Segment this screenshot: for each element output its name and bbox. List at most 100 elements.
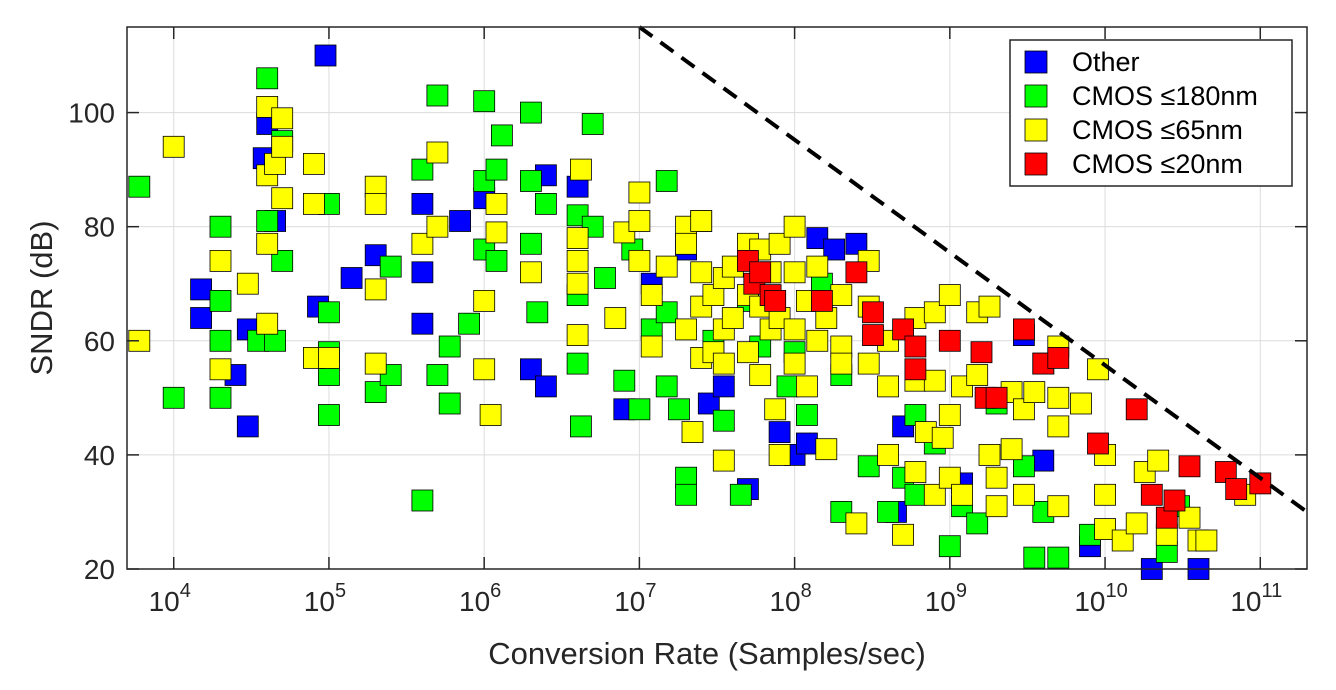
data-point xyxy=(426,364,449,386)
data-point xyxy=(520,232,542,255)
data-point xyxy=(190,278,213,301)
data-point xyxy=(845,232,868,255)
data-point xyxy=(411,232,434,255)
y-tick-label: 80 xyxy=(84,212,115,243)
legend-swatch xyxy=(1024,118,1048,142)
data-point xyxy=(1178,506,1201,529)
data-point xyxy=(485,249,508,272)
legend: Other CMOS ≤180nm CMOS ≤65nm CMOS ≤20nm xyxy=(1009,39,1293,187)
data-point xyxy=(1023,546,1046,569)
data-point xyxy=(640,335,663,358)
data-point xyxy=(697,392,720,415)
data-point xyxy=(712,409,735,432)
data-point xyxy=(655,375,678,398)
data-point xyxy=(613,369,636,392)
x-tick-label: 1011 xyxy=(1230,580,1282,617)
data-point xyxy=(566,352,589,375)
data-point xyxy=(1087,432,1109,455)
data-point xyxy=(520,261,542,284)
data-point xyxy=(931,426,954,449)
data-point xyxy=(970,341,993,364)
legend-label: Other xyxy=(1072,47,1140,77)
data-point xyxy=(1225,478,1248,501)
data-point xyxy=(364,278,387,301)
data-point xyxy=(209,289,232,312)
data-point xyxy=(923,483,946,506)
data-point xyxy=(966,364,989,386)
data-point xyxy=(628,249,651,272)
data-point xyxy=(806,227,829,250)
data-point xyxy=(256,67,279,90)
data-point xyxy=(1047,495,1070,518)
data-point xyxy=(209,249,232,272)
data-point xyxy=(806,329,829,352)
data-point xyxy=(796,404,818,426)
data-point xyxy=(581,113,604,135)
data-point xyxy=(364,192,387,215)
data-point xyxy=(768,232,791,255)
data-point xyxy=(317,404,340,426)
data-point xyxy=(1047,415,1070,438)
data-point xyxy=(566,272,589,295)
y-tick-label: 20 xyxy=(84,554,115,585)
data-point xyxy=(892,523,914,546)
data-point xyxy=(162,135,185,158)
data-point xyxy=(271,135,294,158)
data-point xyxy=(681,421,704,444)
data-point xyxy=(364,381,387,404)
data-point xyxy=(655,255,678,278)
data-point xyxy=(473,90,496,113)
data-point xyxy=(162,386,185,409)
data-point xyxy=(1013,483,1035,506)
legend-box xyxy=(1009,39,1293,187)
data-point xyxy=(570,415,592,438)
data-point xyxy=(438,335,461,358)
data-point xyxy=(1013,455,1035,478)
x-tick-label: 108 xyxy=(769,580,811,617)
x-tick-label: 105 xyxy=(304,580,346,617)
data-point xyxy=(768,443,791,466)
data-point xyxy=(520,101,542,124)
data-point xyxy=(426,141,449,164)
data-point xyxy=(379,255,402,278)
data-point xyxy=(764,398,787,421)
data-point xyxy=(737,341,759,364)
x-tick-label: 106 xyxy=(459,580,501,617)
data-point xyxy=(340,267,363,289)
y-axis-label: SNDR (dB) xyxy=(24,220,59,375)
data-point xyxy=(1178,455,1201,478)
data-point xyxy=(479,404,502,426)
data-point xyxy=(570,158,592,181)
data-point xyxy=(209,358,232,381)
data-point xyxy=(209,386,232,409)
legend-label: CMOS ≤180nm xyxy=(1072,81,1258,111)
data-point xyxy=(857,352,880,375)
data-point xyxy=(806,255,829,278)
data-point xyxy=(862,324,884,347)
x-tick-label: 104 xyxy=(149,580,191,617)
data-point xyxy=(985,495,1008,518)
data-point xyxy=(594,267,616,289)
data-point xyxy=(535,375,557,398)
data-point xyxy=(473,358,496,381)
data-point xyxy=(985,386,1008,409)
data-point xyxy=(566,227,589,250)
y-tick-label: 60 xyxy=(84,326,115,357)
data-point xyxy=(690,210,713,232)
x-tick-label: 109 xyxy=(925,580,967,617)
data-point xyxy=(783,215,806,238)
data-point xyxy=(776,375,799,398)
data-point xyxy=(938,404,961,426)
data-point xyxy=(857,455,880,478)
legend-swatch xyxy=(1024,152,1048,176)
data-point xyxy=(520,170,542,192)
data-point xyxy=(1087,358,1109,381)
data-point xyxy=(721,307,744,329)
data-point xyxy=(640,284,663,307)
data-point xyxy=(1094,518,1116,540)
data-point xyxy=(317,301,340,324)
legend-label: CMOS ≤65nm xyxy=(1072,115,1243,145)
data-point xyxy=(904,461,927,483)
data-point xyxy=(951,483,973,506)
data-point xyxy=(604,307,627,329)
